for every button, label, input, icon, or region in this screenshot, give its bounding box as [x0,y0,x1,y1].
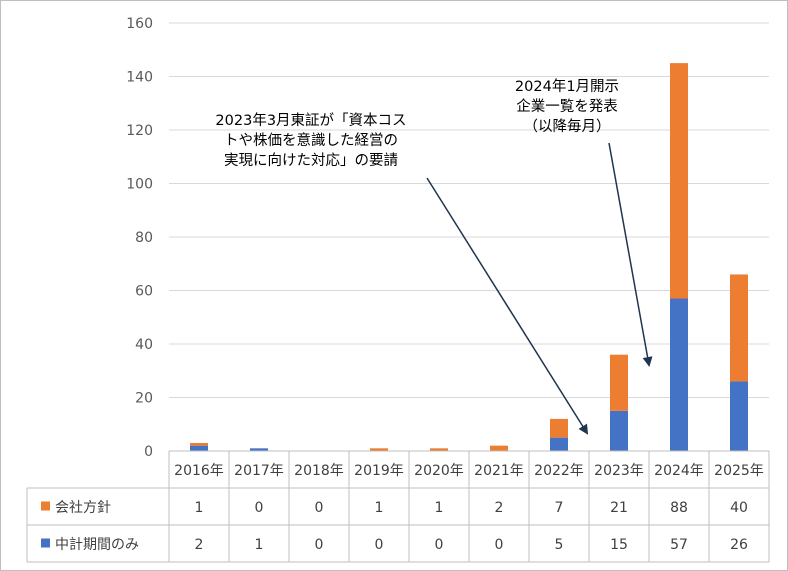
x-tick-label: 2023年 [594,463,644,479]
data-label: 1 [195,500,204,516]
x-tick-label: 2020年 [414,463,464,479]
legend-label: 中計期間のみ [55,537,139,553]
bar-segment [730,381,748,451]
y-tick-label: 80 [135,230,153,246]
annotation-arrow [426,177,589,435]
data-label: 0 [315,537,324,553]
bar-segment [430,448,448,451]
data-label: 15 [610,537,628,553]
data-label: 1 [375,500,384,516]
data-label: 2 [195,537,204,553]
bar-segment [610,354,628,411]
data-label: 0 [435,537,444,553]
annotation-text: 実現に向けた対応」の要請 [224,152,398,169]
x-tick-label: 2022年 [534,463,584,479]
y-tick-label: 120 [126,123,153,139]
bar-segment [670,63,688,299]
y-tick-label: 20 [135,391,153,407]
data-label: 1 [255,537,264,553]
bar-segment [610,410,628,451]
y-tick-label: 140 [126,70,153,86]
x-tick-label: 2016年 [174,463,224,479]
bar-segment [190,445,208,451]
data-label: 40 [730,500,748,516]
y-tick-label: 160 [126,16,153,32]
data-label: 7 [555,500,564,516]
x-tick-label: 2018年 [294,463,344,479]
bar-segment [730,274,748,382]
x-tick-label: 2021年 [474,463,524,479]
bar-segment [190,442,208,446]
annotation-arrow [608,142,653,367]
annotation-text: 2023年3月東証が「資本コス [215,112,406,129]
annotation-text: トや株価を意識した経営の [224,131,398,149]
y-tick-label: 0 [144,444,153,460]
x-tick-label: 2025年 [714,463,764,479]
data-label: 0 [495,537,504,553]
bar-segment [370,448,388,451]
x-tick-label: 2017年 [234,463,284,479]
data-label: 0 [315,500,324,516]
data-label: 0 [255,500,264,516]
data-label: 21 [610,500,628,516]
annotation-text: （以降毎月） [524,118,611,135]
data-label: 0 [375,537,384,553]
data-label: 1 [435,500,444,516]
bar-segment [550,437,568,451]
bar-segment [550,418,568,438]
x-tick-label: 2024年 [654,463,704,479]
legend-label: 会社方針 [55,500,111,516]
x-tick-label: 2019年 [354,463,404,479]
y-tick-label: 100 [126,177,153,193]
data-label: 57 [670,537,688,553]
annotation-text: 2024年1月開示 [515,78,619,95]
y-tick-label: 60 [135,284,153,300]
legend-swatch [41,501,50,511]
bar-segment [250,448,268,451]
bar-segment [670,298,688,451]
bar-segment [490,445,508,451]
data-label: 26 [730,537,748,553]
annotation-text: 企業一覧を発表 [516,97,618,115]
data-label: 2 [495,500,504,516]
y-tick-label: 40 [135,337,153,353]
data-label: 5 [555,537,564,553]
legend-swatch [41,538,50,548]
data-label: 88 [670,500,688,516]
